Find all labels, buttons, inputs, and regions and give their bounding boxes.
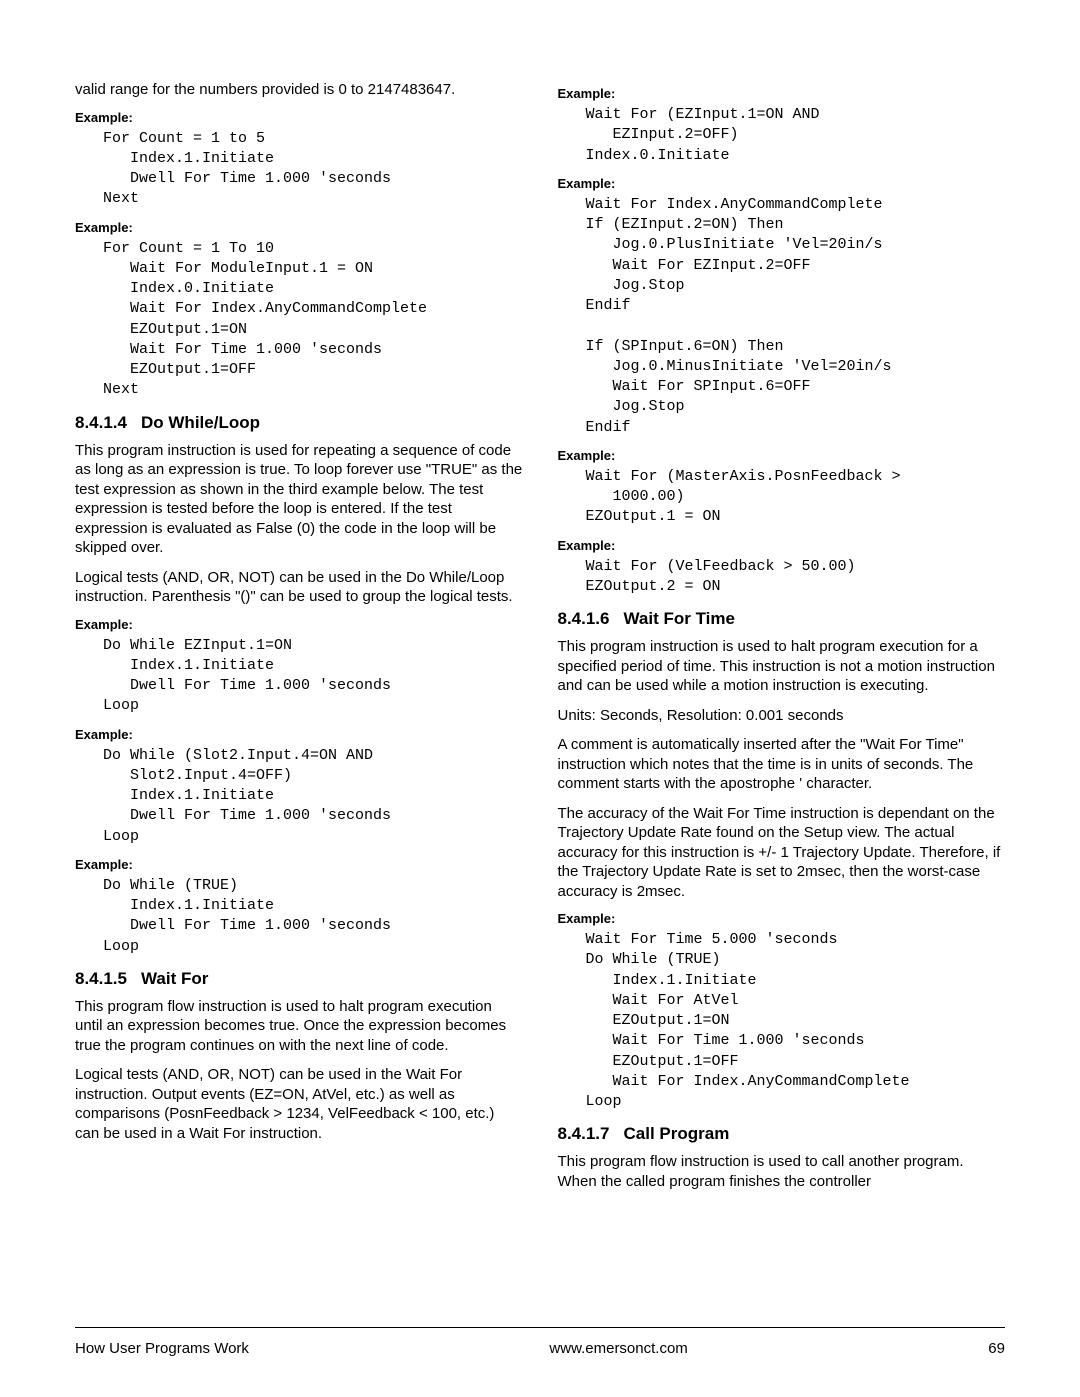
code-block: For Count = 1 To 10 Wait For ModuleInput… [103, 239, 523, 401]
section-heading-do-while: 8.4.1.4 Do While/Loop [75, 413, 523, 433]
section-title: Call Program [624, 1124, 730, 1143]
example-label: Example: [75, 617, 523, 632]
code-block: For Count = 1 to 5 Index.1.Initiate Dwel… [103, 129, 523, 210]
code-block: Wait For Time 5.000 'seconds Do While (T… [586, 930, 1006, 1112]
paragraph: Logical tests (AND, OR, NOT) can be used… [75, 568, 523, 607]
code-block: Wait For Index.AnyCommandComplete If (EZ… [586, 195, 1006, 438]
paragraph: Units: Seconds, Resolution: 0.001 second… [558, 706, 1006, 726]
example-label: Example: [558, 911, 1006, 926]
example-label: Example: [75, 857, 523, 872]
code-block: Do While EZInput.1=ON Index.1.Initiate D… [103, 636, 523, 717]
right-column: Example: Wait For (EZInput.1=ON AND EZIn… [558, 80, 1006, 1201]
paragraph: This program flow instruction is used to… [75, 997, 523, 1056]
paragraph: Logical tests (AND, OR, NOT) can be used… [75, 1065, 523, 1143]
paragraph: The accuracy of the Wait For Time instru… [558, 804, 1006, 902]
code-block: Wait For (MasterAxis.PosnFeedback > 1000… [586, 467, 1006, 528]
section-title: Wait For [141, 969, 208, 988]
example-label: Example: [558, 86, 1006, 101]
code-block: Wait For (VelFeedback > 50.00) EZOutput.… [586, 557, 1006, 598]
paragraph: This program instruction is used to halt… [558, 637, 1006, 696]
section-heading-call-program: 8.4.1.7 Call Program [558, 1124, 1006, 1144]
section-number: 8.4.1.5 [75, 969, 127, 989]
section-number: 8.4.1.7 [558, 1124, 610, 1144]
section-heading-wait-for-time: 8.4.1.6 Wait For Time [558, 609, 1006, 629]
footer-left: How User Programs Work [75, 1340, 249, 1357]
example-label: Example: [558, 176, 1006, 191]
example-label: Example: [75, 110, 523, 125]
footer-center: www.emersonct.com [549, 1340, 687, 1357]
section-heading-wait-for: 8.4.1.5 Wait For [75, 969, 523, 989]
page-footer: How User Programs Work www.emersonct.com… [75, 1327, 1005, 1357]
code-block: Do While (Slot2.Input.4=ON AND Slot2.Inp… [103, 746, 523, 847]
code-block: Do While (TRUE) Index.1.Initiate Dwell F… [103, 876, 523, 957]
section-title: Do While/Loop [141, 413, 260, 432]
paragraph: A comment is automatically inserted afte… [558, 735, 1006, 794]
example-label: Example: [558, 448, 1006, 463]
example-label: Example: [75, 220, 523, 235]
intro-text: valid range for the numbers provided is … [75, 80, 523, 100]
paragraph: This program instruction is used for rep… [75, 441, 523, 558]
code-block: Wait For (EZInput.1=ON AND EZInput.2=OFF… [586, 105, 1006, 166]
left-column: valid range for the numbers provided is … [75, 80, 523, 1201]
footer-page-number: 69 [988, 1340, 1005, 1357]
section-number: 8.4.1.6 [558, 609, 610, 629]
section-number: 8.4.1.4 [75, 413, 127, 433]
example-label: Example: [558, 538, 1006, 553]
paragraph: This program flow instruction is used to… [558, 1152, 1006, 1191]
example-label: Example: [75, 727, 523, 742]
section-title: Wait For Time [624, 609, 735, 628]
